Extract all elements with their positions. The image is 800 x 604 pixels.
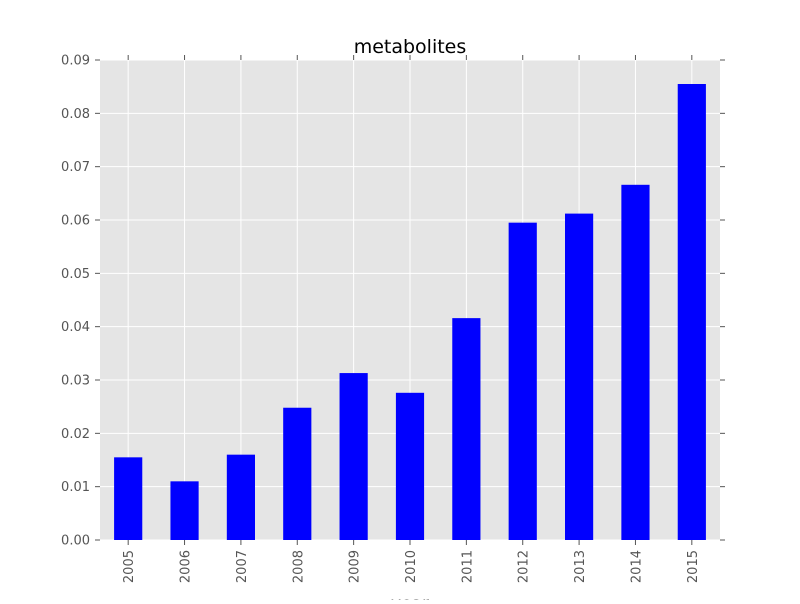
chart-title: metabolites — [354, 36, 467, 58]
x-tick-label: 2006 — [179, 550, 194, 583]
x-tick-label: 2014 — [629, 550, 644, 583]
y-tick-label: 0.09 — [61, 54, 90, 69]
x-tick-label: 2007 — [235, 550, 250, 583]
bar-2005 — [114, 457, 143, 540]
y-tick-label: 0.05 — [61, 267, 90, 282]
bar-2013 — [565, 213, 594, 540]
y-tick-label: 0.07 — [61, 160, 90, 175]
bar-2010 — [395, 392, 425, 540]
bar-2008 — [283, 407, 312, 540]
x-axis-label: year — [391, 594, 429, 600]
x-tick-label: 2013 — [573, 550, 588, 583]
y-tick-label: 0.01 — [61, 480, 90, 495]
x-tick-label: 2011 — [460, 550, 475, 583]
y-tick-label: 0.02 — [61, 427, 90, 442]
bar-2007 — [226, 454, 255, 540]
y-tick-label: 0.04 — [61, 320, 90, 335]
tick-marks — [95, 55, 725, 545]
x-tick-labels: 2005 2006 2007 2008 2009 2010 2011 2012 2013 2014… — [122, 550, 701, 583]
bar-2012 — [508, 222, 537, 540]
y-tick-label: 0.06 — [61, 214, 90, 229]
x-tick-label: 2015 — [686, 550, 701, 583]
bar-2006 — [170, 481, 199, 540]
x-tick-label: 2012 — [517, 550, 532, 583]
x-tick-label: 2009 — [348, 550, 363, 583]
x-tick-label: 2005 — [122, 550, 137, 583]
y-tick-label: 0.03 — [61, 374, 90, 389]
x-tick-label: 2010 — [404, 550, 419, 583]
bar-2009 — [339, 373, 368, 540]
bar-2011 — [452, 318, 481, 540]
y-tick-label: 0.00 — [61, 534, 90, 549]
y-tick-labels: 0.00 0.01 0.02 0.03 0.04 0.05 0.06 0.07 0.08 0.09 — [61, 54, 90, 549]
bar-2014 — [621, 184, 650, 541]
x-tick-label: 2008 — [291, 550, 306, 583]
y-tick-label: 0.08 — [61, 107, 90, 122]
bar-2015 — [677, 84, 706, 540]
bars — [114, 84, 706, 541]
